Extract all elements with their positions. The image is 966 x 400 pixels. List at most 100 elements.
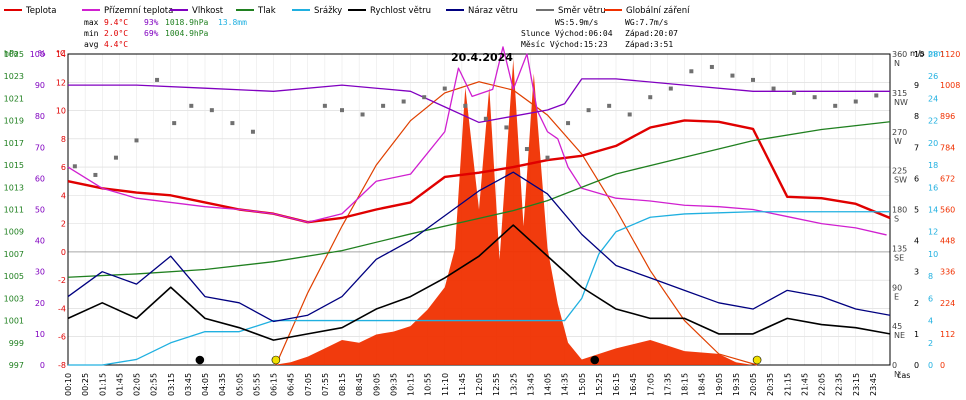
rain-tick: 12 xyxy=(928,228,938,237)
wind-direction-tick: 270 xyxy=(892,128,907,137)
humidity-tick: 10 xyxy=(35,330,45,339)
x-tick-label: 02:05 xyxy=(133,373,142,396)
x-tick-label: 16:15 xyxy=(612,373,621,396)
temperature-tick: 0 xyxy=(61,248,66,257)
humidity-tick: 30 xyxy=(35,268,45,277)
x-tick-label: 06:45 xyxy=(287,373,296,396)
wind-direction-point xyxy=(230,121,235,126)
wind-direction-point xyxy=(340,108,344,113)
radiation-tick: 336 xyxy=(940,268,955,277)
x-tick-label: 16:45 xyxy=(629,373,638,396)
radiation-tick: 1120 xyxy=(940,50,960,59)
x-axis: 00:10 00:25 01:15 01:45 02:05 02:55 03:15 03:45… xyxy=(64,373,878,396)
x-tick-label: 01:15 xyxy=(98,373,107,396)
wind-direction-point xyxy=(360,112,365,117)
legend-label: Směr větru xyxy=(558,6,606,16)
radiation-tick: 448 xyxy=(940,237,955,246)
stat-max-hum: 93% xyxy=(144,18,159,27)
humidity-tick: 100 xyxy=(30,50,45,59)
unit-ms: m/s xyxy=(910,49,925,58)
wind-direction-point xyxy=(833,103,838,108)
rain-tick: 20 xyxy=(928,139,938,148)
humidity-tick: 0 xyxy=(40,361,45,370)
wind-direction-point xyxy=(751,77,755,82)
x-tick-label: 13:45 xyxy=(526,373,535,396)
temperature-tick: -6 xyxy=(58,333,66,342)
wind-direction-point xyxy=(607,103,612,108)
x-tick-label: 03:15 xyxy=(167,373,176,396)
pressure-tick: 1017 xyxy=(4,139,24,148)
legend-label: Globální záření xyxy=(626,6,690,16)
temperature-tick: -4 xyxy=(58,304,66,313)
humidity-tick: 90 xyxy=(35,81,45,90)
wind-direction-point xyxy=(545,155,550,160)
legend: Teplota Přízemní teplota Vlhkost Tlak Srážky… xyxy=(4,6,690,16)
moonset-info: Západ:3:51 xyxy=(625,40,673,49)
astro-markers xyxy=(195,355,762,365)
wind-direction-point xyxy=(483,116,488,121)
wind-direction-point xyxy=(771,86,776,91)
wind-speed-tick: 5 xyxy=(914,206,919,215)
wind-speed-tick: 6 xyxy=(914,174,919,183)
humidity-tick: 20 xyxy=(35,299,45,308)
x-tick-label: 10:15 xyxy=(407,373,416,396)
x-tick-label: 20:35 xyxy=(766,373,775,396)
x-tick-label: 11:45 xyxy=(458,373,467,396)
wind-direction-label: NW xyxy=(894,98,908,107)
x-tick-label: 18:45 xyxy=(698,373,707,396)
wind-direction-point xyxy=(189,103,194,108)
wind-direction-point xyxy=(648,95,653,100)
wind-direction-point xyxy=(72,164,77,169)
wind-direction-point xyxy=(463,103,468,108)
pressure-tick: 1021 xyxy=(4,94,24,103)
temperature-tick: -8 xyxy=(58,361,66,370)
temperature-tick: 12 xyxy=(56,78,66,87)
unit-degc: °C xyxy=(56,49,66,58)
astro-info: WS:5.9m/s WG:7.7m/s Slunce Východ:06:04 … xyxy=(521,18,678,49)
pressure-tick: 1025 xyxy=(4,50,24,59)
clear-sky-radiation-line xyxy=(275,81,758,366)
wind-speed-tick: 4 xyxy=(914,237,919,246)
wind-direction-point xyxy=(874,93,879,98)
pressure-tick: 1001 xyxy=(4,317,24,326)
x-tick-label: 05:55 xyxy=(252,373,261,396)
legend-label: Srážky xyxy=(314,6,342,16)
pressure-tick: 1019 xyxy=(4,117,24,126)
legend-label: Vlhkost xyxy=(192,6,224,16)
x-tick-label: 19:05 xyxy=(715,373,724,396)
wind-speed-tick: 8 xyxy=(914,112,919,121)
astro-marker xyxy=(271,355,281,365)
wind-direction-tick: 90 xyxy=(892,283,902,292)
wind-direction-point xyxy=(93,172,98,177)
astro-marker xyxy=(590,355,600,365)
legend-label: Rychlost větru xyxy=(370,6,431,16)
left-axes: 1025102310211019101710151013101110091007… xyxy=(4,50,66,370)
radiation-tick: 672 xyxy=(940,174,955,183)
wind-direction-tick: 45 xyxy=(892,322,902,331)
series-line xyxy=(67,119,891,224)
radiation-area xyxy=(68,59,890,366)
x-tick-label: 17:05 xyxy=(646,373,655,396)
rain-tick: 22 xyxy=(928,117,938,126)
wind-speed-tick: 10 xyxy=(914,50,924,59)
radiation-tick: 1008 xyxy=(940,81,960,90)
wind-direction-point xyxy=(853,99,858,104)
x-tick-label: 01:45 xyxy=(115,373,124,396)
temperature-tick: 4 xyxy=(61,191,66,200)
x-tick-label: 18:15 xyxy=(681,373,690,396)
rain-tick: 2 xyxy=(928,339,933,348)
x-tick-label: 14:35 xyxy=(561,373,570,396)
chart-title: 20.4.2024 xyxy=(451,51,513,64)
axis-unit-headers: hPa % °C m/s mm čas xyxy=(4,49,944,380)
wind-direction-point xyxy=(668,86,673,91)
astro-marker xyxy=(752,355,762,365)
stat-avg-temp: 4.4°C xyxy=(104,40,128,49)
wind-direction-point xyxy=(689,69,694,74)
temperature-tick: -2 xyxy=(58,276,66,285)
stat-max-press: 1018.9hPa xyxy=(165,18,209,27)
x-tick-label: 17:35 xyxy=(663,373,672,396)
rain-tick: 6 xyxy=(928,294,933,303)
pressure-tick: 1023 xyxy=(4,72,24,81)
rain-tick: 4 xyxy=(928,317,933,326)
